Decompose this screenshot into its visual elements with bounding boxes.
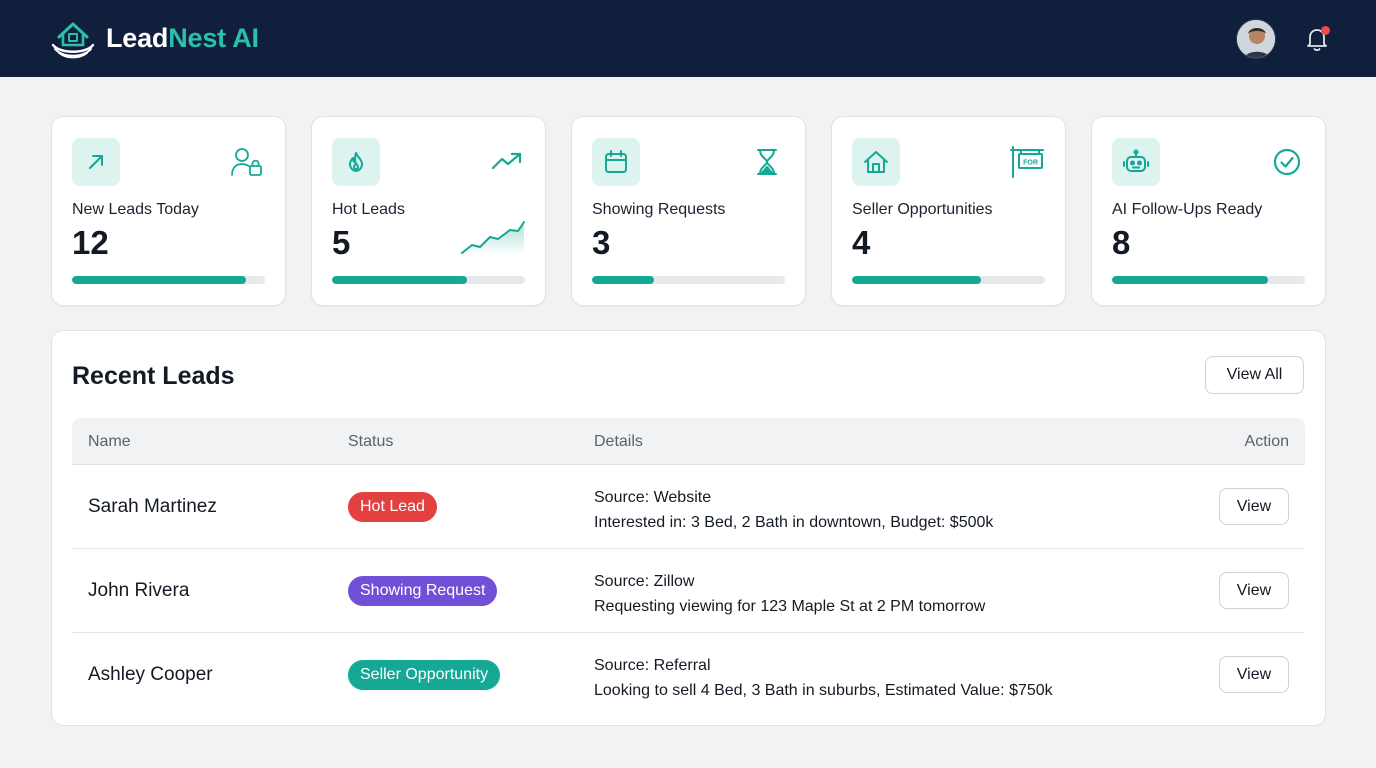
stat-value: 5 (332, 224, 351, 261)
stat-card-ai-follow-ups[interactable]: AI Follow-Ups Ready 8 (1091, 116, 1326, 306)
stat-progress (1112, 276, 1305, 284)
brand[interactable]: LeadNest AI (50, 18, 259, 60)
card-icon-box (332, 138, 380, 186)
stat-value: 4 (852, 224, 871, 261)
trending-up-icon (491, 152, 522, 170)
card-corner (229, 145, 265, 179)
card-corner (489, 145, 525, 179)
progress-fill (1112, 276, 1269, 284)
notification-dot (1321, 25, 1330, 35)
arrow-up-right-icon (89, 155, 103, 169)
stat-progress (72, 276, 265, 284)
table-row[interactable]: Sarah Martinez Hot Lead Source: Website … (72, 465, 1305, 549)
stat-label: Showing Requests (592, 201, 726, 218)
user-lock-icon (231, 148, 262, 176)
for-sale-sign-icon: FOR (1010, 146, 1044, 178)
top-navbar: LeadNest AI (0, 0, 1376, 77)
brand-name: LeadNest AI (106, 23, 259, 54)
card-icon-box (592, 138, 640, 186)
progress-fill (332, 276, 468, 284)
user-avatar-icon (1237, 19, 1275, 58)
lead-source: Source: Referral (594, 657, 711, 674)
house-nest-icon (51, 22, 95, 58)
stat-card-hot-leads[interactable]: Hot Leads 5 (311, 116, 546, 306)
status-badge: Showing Request (348, 576, 498, 606)
column-header-details: Details (594, 433, 643, 450)
lead-source: Source: Zillow (594, 573, 695, 590)
table-row[interactable]: Ashley Cooper Seller Opportunity Source:… (72, 633, 1305, 717)
brand-name-lead: Lead (106, 23, 169, 53)
progress-fill (72, 276, 246, 284)
card-corner: FOR (1009, 145, 1045, 179)
table-header: Name Status Details Action (72, 418, 1305, 465)
recent-leads-panel: Recent Leads View All Name Status Detail… (51, 330, 1326, 726)
status-badge: Hot Lead (348, 492, 437, 522)
stat-label: Hot Leads (332, 201, 405, 218)
hourglass-icon (757, 149, 777, 175)
view-button[interactable]: View (1219, 572, 1289, 609)
leads-table: Name Status Details Action Sarah Martine… (72, 418, 1305, 717)
avatar[interactable] (1236, 18, 1276, 59)
column-header-name: Name (88, 433, 131, 450)
lead-detail-text: Interested in: 3 Bed, 2 Bath in downtown… (594, 514, 994, 531)
view-all-button[interactable]: View All (1205, 356, 1304, 394)
progress-fill (852, 276, 982, 284)
card-corner (1269, 145, 1305, 179)
table-row[interactable]: John Rivera Showing Request Source: Zill… (72, 549, 1305, 633)
stat-card-new-leads[interactable]: New Leads Today 12 (51, 116, 286, 306)
header-actions (1236, 18, 1332, 59)
lead-details: Source: Referral Looking to sell 4 Bed, … (594, 653, 1053, 703)
card-icon-box (852, 138, 900, 186)
lead-detail-text: Requesting viewing for 123 Maple St at 2… (594, 598, 986, 615)
stats-row: New Leads Today 12 Hot Leads 5 (51, 116, 1326, 306)
column-header-action: Action (1244, 433, 1289, 450)
view-button[interactable]: View (1219, 656, 1289, 693)
stat-label: Seller Opportunities (852, 201, 993, 218)
stat-progress (592, 276, 785, 284)
house-icon (864, 151, 888, 173)
lead-name: John Rivera (88, 580, 190, 601)
stat-progress (332, 276, 525, 284)
stat-progress (852, 276, 1045, 284)
stat-card-showing-requests[interactable]: Showing Requests 3 (571, 116, 806, 306)
progress-fill (592, 276, 654, 284)
column-header-status: Status (348, 433, 394, 450)
stat-label: New Leads Today (72, 201, 199, 218)
lead-details: Source: Website Interested in: 3 Bed, 2 … (594, 485, 993, 535)
flame-icon (349, 152, 363, 172)
view-button[interactable]: View (1219, 488, 1289, 525)
stat-label: AI Follow-Ups Ready (1112, 201, 1263, 218)
calendar-icon (605, 150, 627, 173)
lead-detail-text: Looking to sell 4 Bed, 3 Bath in suburbs… (594, 682, 1053, 699)
stat-card-seller-opportunities[interactable]: FOR Seller Opportunities 4 (831, 116, 1066, 306)
lead-name: Sarah Martinez (88, 496, 217, 517)
lead-name: Ashley Cooper (88, 664, 213, 685)
status-badge: Seller Opportunity (348, 660, 501, 690)
stat-value: 12 (72, 224, 109, 261)
card-corner (749, 145, 785, 179)
panel-title: Recent Leads (72, 362, 235, 390)
card-icon-box (72, 138, 120, 186)
for-sign-text: FOR (1023, 160, 1038, 167)
bell-icon (1307, 28, 1327, 51)
robot-icon (1123, 149, 1149, 172)
check-circle-icon (1273, 148, 1301, 176)
trend-sparkline (461, 221, 525, 255)
stat-value: 8 (1112, 224, 1131, 261)
lead-source: Source: Website (594, 489, 712, 506)
notification-button[interactable] (1302, 24, 1332, 54)
lead-details: Source: Zillow Requesting viewing for 12… (594, 569, 985, 619)
stat-value: 3 (592, 224, 611, 261)
brand-name-nest: Nest AI (168, 23, 259, 53)
card-icon-box (1112, 138, 1160, 186)
